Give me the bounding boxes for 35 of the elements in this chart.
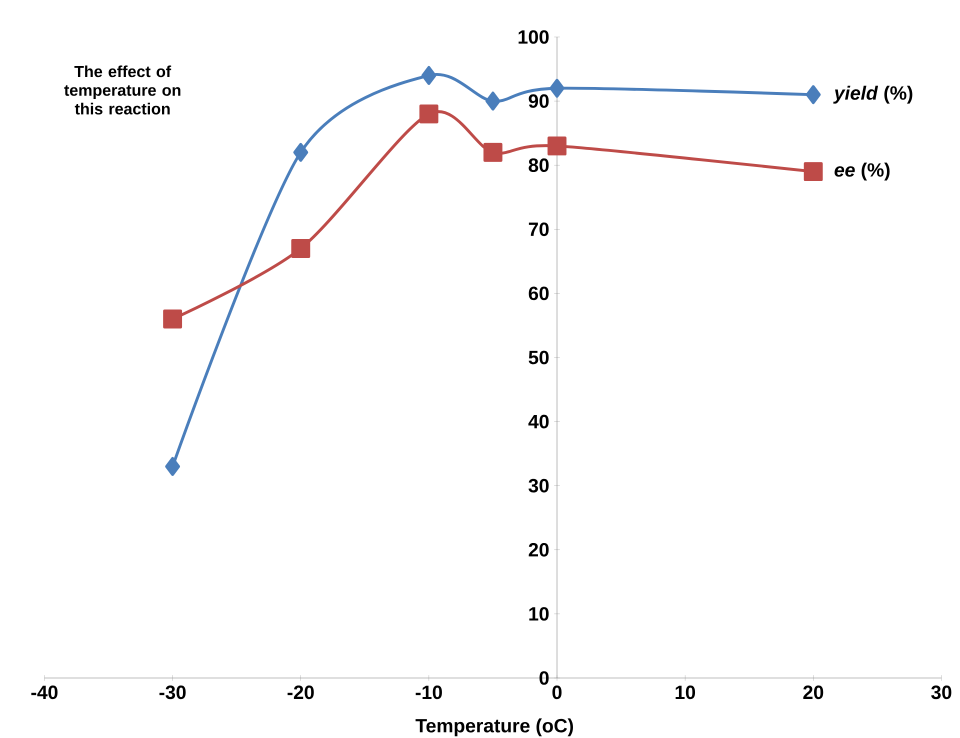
point bbox=[293, 142, 308, 162]
point bbox=[485, 92, 500, 111]
y-tick-label: 70 bbox=[528, 222, 549, 236]
point bbox=[804, 162, 823, 182]
y-tick-label: 10 bbox=[529, 607, 549, 621]
x-tick-label: -10 bbox=[416, 686, 442, 700]
series-label: ee (%) bbox=[834, 162, 890, 181]
point bbox=[163, 310, 182, 328]
x-tick-label: 10 bbox=[676, 686, 696, 700]
point bbox=[421, 66, 436, 85]
y-tick-label: 80 bbox=[528, 158, 549, 172]
point bbox=[806, 85, 821, 104]
y-tick-label: 90 bbox=[528, 94, 549, 108]
y-tick-label: 20 bbox=[528, 542, 549, 557]
point bbox=[548, 136, 566, 156]
y-tick-label: 40 bbox=[528, 414, 549, 428]
x-tick-label: -40 bbox=[31, 686, 58, 700]
y-tick-label: 0 bbox=[540, 671, 549, 685]
series-label: yield (%) bbox=[833, 86, 912, 104]
x-tick-label: -20 bbox=[288, 686, 314, 700]
point bbox=[165, 456, 180, 476]
x-tick-label: 0 bbox=[552, 686, 562, 700]
y-tick-label: 30 bbox=[528, 478, 549, 492]
x-tick-label: -30 bbox=[159, 686, 186, 700]
x-tick-label: 20 bbox=[803, 686, 824, 700]
y-tick-label: 60 bbox=[528, 286, 549, 300]
x-tick-label: 30 bbox=[931, 686, 952, 700]
point bbox=[483, 142, 502, 162]
annotation: The effect of temperature on this reaction bbox=[64, 65, 180, 115]
point bbox=[419, 104, 438, 124]
point bbox=[291, 239, 310, 258]
y-tick-label: 100 bbox=[518, 30, 549, 44]
x-axis-title: Temperature (oC) bbox=[416, 718, 573, 736]
point bbox=[550, 78, 564, 98]
y-tick-label: 50 bbox=[528, 350, 549, 364]
